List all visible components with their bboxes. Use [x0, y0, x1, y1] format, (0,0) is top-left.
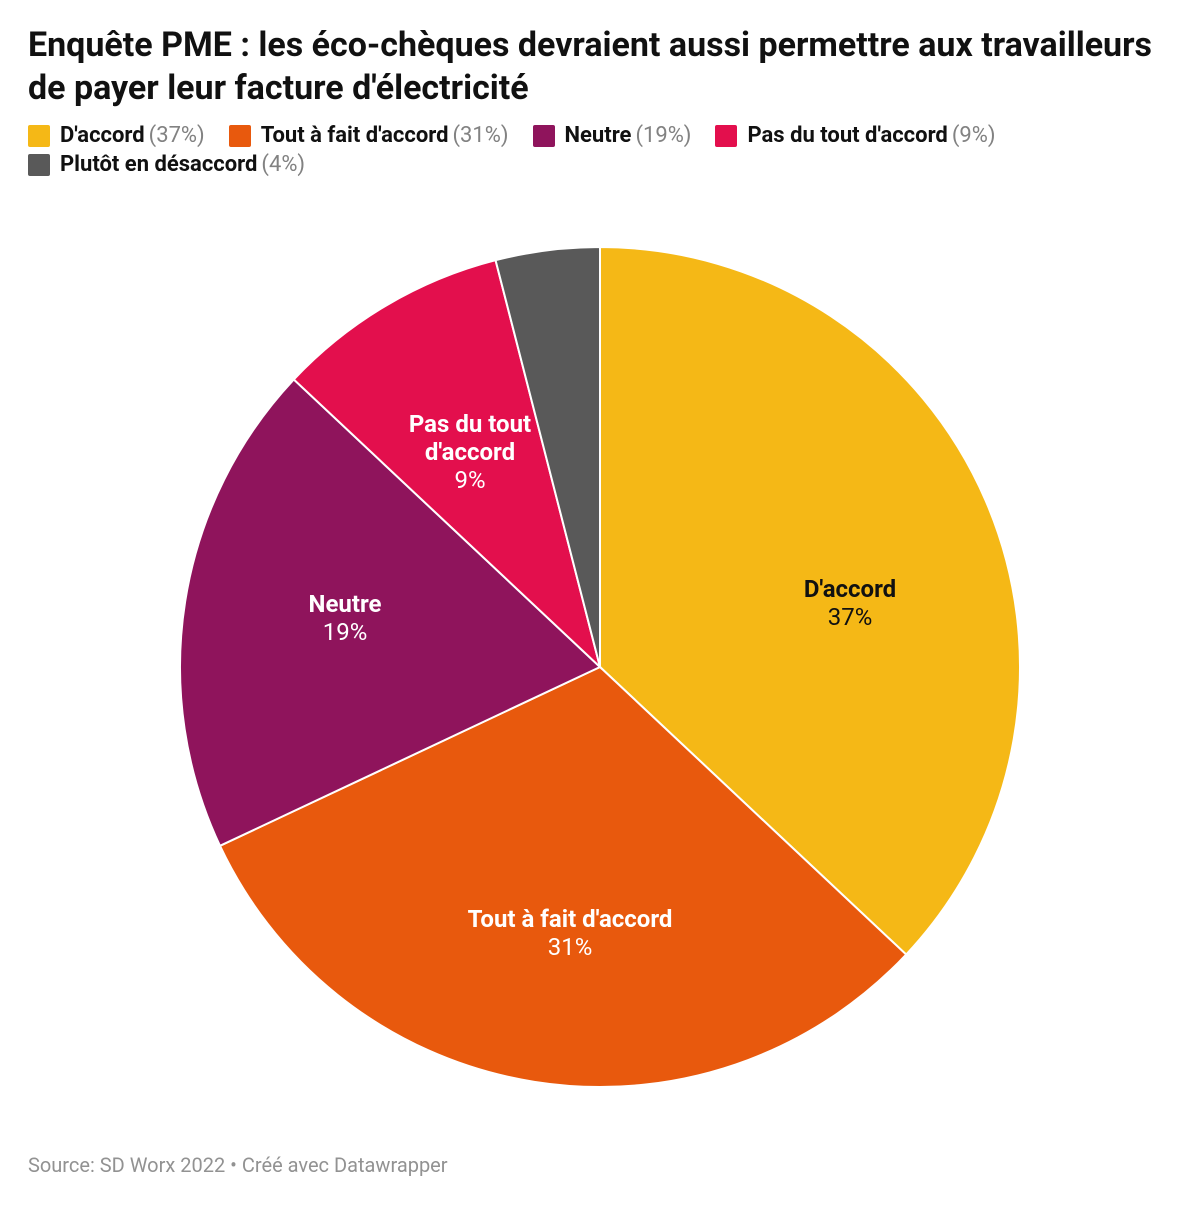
legend-label: D'accord	[60, 123, 145, 148]
slice-label-line: d'accord	[425, 438, 515, 466]
legend-swatch	[715, 125, 737, 147]
legend-label: Pas du tout d'accord	[747, 123, 947, 148]
legend-swatch	[28, 154, 50, 176]
legend-percent: (9%)	[952, 123, 996, 148]
legend-item: Tout à fait d'accord (31%)	[229, 123, 509, 148]
chart-footer: Source: SD Worx 2022 • Créé avec Datawra…	[28, 1153, 1172, 1177]
chart-title: Enquête PME : les éco-chèques devraient …	[28, 24, 1172, 109]
legend-swatch	[28, 125, 50, 147]
slice-label-line: D'accord	[804, 575, 896, 603]
legend-item: Neutre (19%)	[533, 123, 692, 148]
legend-percent: (31%)	[453, 123, 509, 148]
legend-percent: (37%)	[149, 123, 205, 148]
legend-percent: (4%)	[261, 152, 305, 177]
pie-chart: D'accord37% Tout à fait d'accord31% Neutre…	[150, 217, 1050, 1117]
legend-label: Plutôt en désaccord	[60, 152, 257, 177]
slice-label-percent: 9%	[454, 466, 485, 494]
slice-label-percent: 37%	[828, 603, 873, 631]
legend-swatch	[533, 125, 555, 147]
legend-item: D'accord (37%)	[28, 123, 205, 148]
legend-item: Pas du tout d'accord (9%)	[715, 123, 995, 148]
legend-item: Plutôt en désaccord (4%)	[28, 152, 305, 177]
slice-label-line: Tout à fait d'accord	[468, 905, 673, 933]
chart-legend: D'accord (37%) Tout à fait d'accord (31%)…	[28, 123, 1172, 177]
legend-label: Neutre	[565, 123, 632, 148]
slice-label-percent: 31%	[548, 933, 593, 961]
legend-label: Tout à fait d'accord	[261, 123, 449, 148]
slice-label-line: Pas du tout	[409, 410, 531, 438]
pie-chart-container: D'accord37% Tout à fait d'accord31% Neutre…	[28, 187, 1172, 1137]
slice-label-line: Neutre	[309, 590, 382, 618]
legend-swatch	[229, 125, 251, 147]
slice-label-percent: 19%	[323, 618, 368, 646]
legend-percent: (19%)	[635, 123, 691, 148]
